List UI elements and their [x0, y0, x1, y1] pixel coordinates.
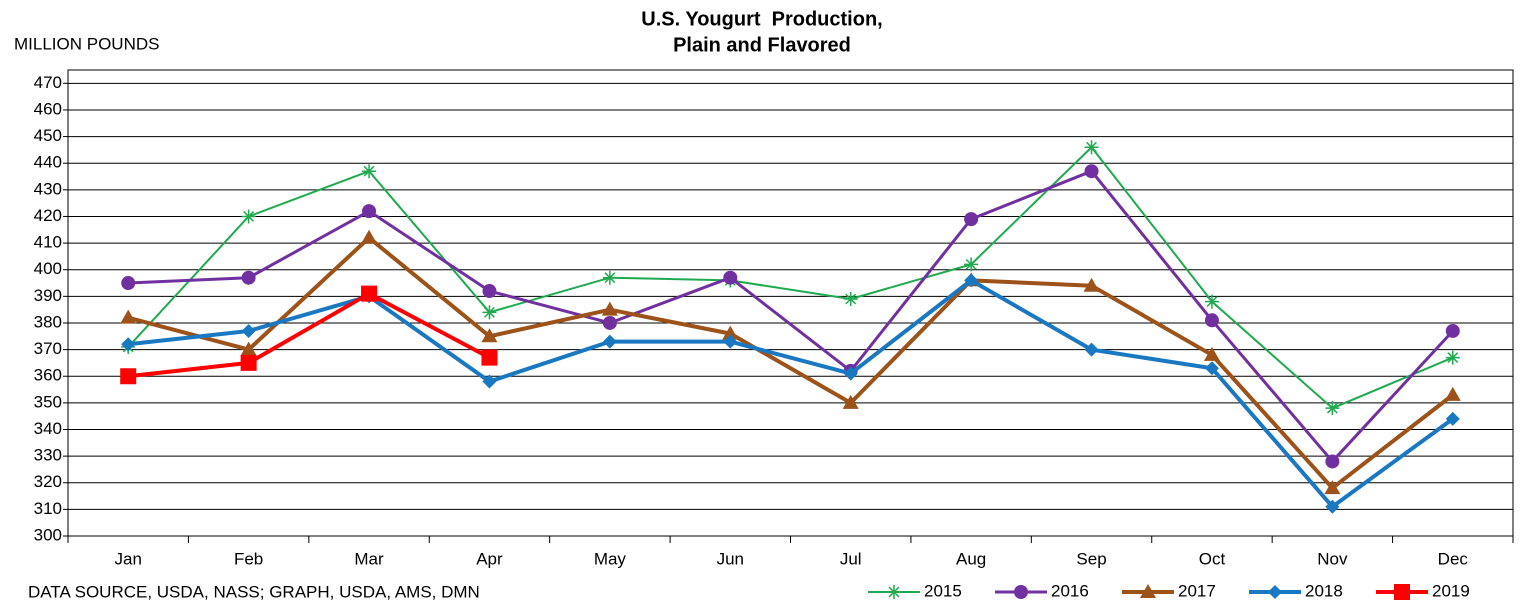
legend-label: 2018	[1305, 581, 1343, 600]
marker	[1084, 140, 1099, 155]
marker	[241, 323, 256, 338]
chart-title: U.S. Yougurt Production,	[641, 8, 882, 30]
x-tick-label: Aug	[956, 549, 986, 568]
x-tick-label: Oct	[1199, 549, 1226, 568]
marker	[722, 325, 739, 340]
x-tick-label: Nov	[1317, 549, 1348, 568]
marker	[723, 270, 738, 285]
marker	[842, 394, 859, 409]
marker	[362, 164, 377, 179]
legend-marker	[887, 585, 901, 599]
x-tick-label: Jul	[840, 549, 862, 568]
marker	[1444, 386, 1461, 401]
y-tick-label: 350	[34, 392, 62, 411]
marker	[1325, 401, 1340, 416]
legend-marker	[1268, 585, 1282, 599]
marker	[481, 349, 498, 366]
marker	[602, 334, 617, 349]
x-tick-label: Apr	[476, 549, 503, 568]
y-tick-label: 410	[34, 233, 62, 252]
marker	[482, 374, 497, 389]
y-tick-label: 320	[34, 472, 62, 491]
series-line	[127, 235, 1455, 491]
legend-marker	[1014, 585, 1028, 599]
marker	[361, 229, 378, 244]
marker	[1324, 480, 1341, 495]
y-tick-label: 360	[34, 366, 62, 385]
x-tick-label: Jun	[717, 549, 744, 568]
y-tick-label: 300	[34, 525, 62, 544]
y-tick-label: 440	[34, 153, 62, 172]
marker	[1084, 164, 1099, 179]
x-tick-label: Sep	[1076, 549, 1106, 568]
x-tick-label: Jan	[114, 549, 141, 568]
marker	[1445, 323, 1460, 338]
marker	[602, 315, 617, 330]
marker	[240, 354, 257, 371]
legend-marker	[1140, 584, 1156, 598]
source-note: DATA SOURCE, USDA, NASS; GRAPH, USDA, AM…	[28, 582, 480, 601]
x-tick-label: Mar	[354, 549, 384, 568]
y-tick-label: 310	[34, 499, 62, 518]
marker	[964, 257, 979, 272]
series-line	[127, 291, 491, 379]
marker	[361, 285, 378, 302]
marker	[1204, 313, 1219, 328]
x-tick-label: May	[594, 549, 627, 568]
marker	[121, 337, 136, 352]
marker	[240, 341, 257, 356]
marker	[241, 209, 256, 224]
x-tick-label: Feb	[234, 549, 263, 568]
y-tick-label: 390	[34, 286, 62, 305]
marker	[362, 204, 377, 219]
marker	[843, 292, 858, 307]
y-tick-label: 400	[34, 259, 62, 278]
marker	[1083, 277, 1100, 292]
marker	[602, 270, 617, 285]
marker	[843, 366, 858, 381]
series-line	[127, 278, 1454, 509]
marker	[1203, 346, 1220, 361]
y-tick-label: 450	[34, 126, 62, 145]
marker	[1325, 499, 1340, 514]
legend-marker	[1394, 584, 1410, 600]
marker	[481, 328, 498, 343]
y-axis-label: MILLION POUNDS	[14, 34, 159, 53]
legend-label: 2015	[924, 581, 962, 600]
marker	[1204, 294, 1219, 309]
marker	[1325, 454, 1340, 469]
series-line	[127, 146, 1454, 410]
marker	[1445, 350, 1460, 365]
y-tick-label: 460	[34, 99, 62, 118]
series-line	[128, 169, 1454, 463]
marker	[1204, 361, 1219, 376]
y-tick-label: 340	[34, 419, 62, 438]
marker	[120, 368, 137, 385]
marker	[482, 284, 497, 299]
y-tick-label: 470	[34, 73, 62, 92]
chart-title: Plain and Flavored	[673, 34, 851, 56]
marker	[121, 276, 136, 291]
y-tick-label: 420	[34, 206, 62, 225]
marker	[601, 301, 618, 316]
marker	[1445, 411, 1460, 426]
marker	[120, 309, 137, 324]
marker	[723, 334, 738, 349]
y-tick-label: 370	[34, 339, 62, 358]
marker	[964, 273, 979, 288]
marker	[241, 270, 256, 285]
y-tick-label: 430	[34, 179, 62, 198]
marker	[482, 305, 497, 320]
legend-label: 2016	[1051, 581, 1089, 600]
marker	[1084, 342, 1099, 357]
y-tick-label: 330	[34, 446, 62, 465]
legend-label: 2017	[1178, 581, 1216, 600]
marker	[964, 212, 979, 227]
legend-label: 2019	[1432, 581, 1470, 600]
y-tick-label: 380	[34, 312, 62, 331]
x-tick-label: Dec	[1438, 549, 1469, 568]
